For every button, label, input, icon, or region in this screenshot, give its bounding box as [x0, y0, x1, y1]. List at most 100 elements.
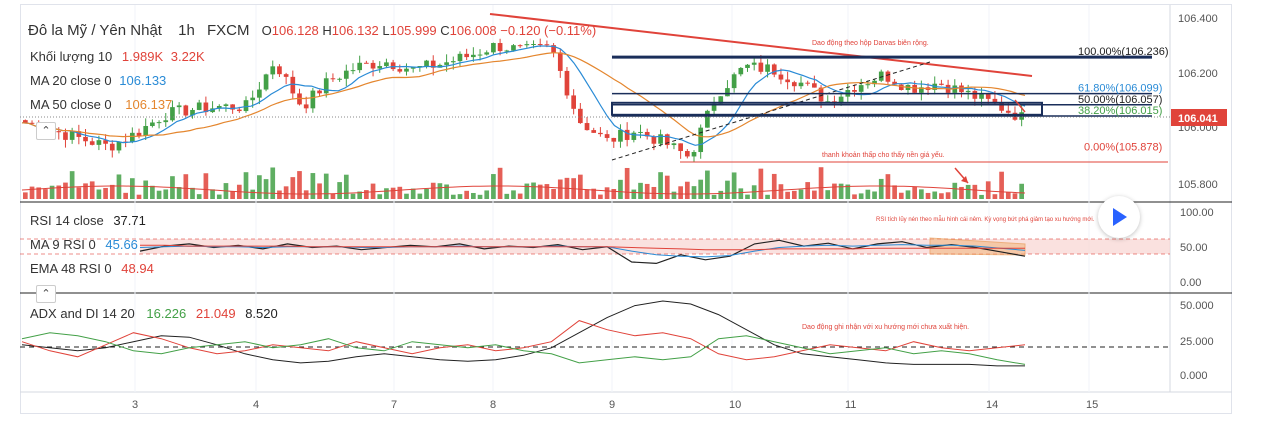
candle-body: [76, 131, 82, 137]
volume-bar: [377, 194, 383, 199]
rsi-series-line: [140, 244, 1025, 251]
candle-body: [404, 68, 409, 72]
candle-body: [109, 143, 115, 151]
rsi-legend[interactable]: RSI 14 close 37.71: [30, 213, 146, 228]
volume-bar: [791, 190, 797, 199]
volume-bar: [885, 174, 891, 199]
candle-body: [618, 129, 623, 142]
volume-bar: [504, 193, 510, 199]
candle-body: [598, 132, 603, 135]
volume-bar: [250, 189, 256, 199]
volume-bar: [999, 171, 1004, 199]
candle-body: [263, 74, 269, 90]
candle-body: [992, 98, 998, 103]
volume-bar: [711, 194, 717, 199]
volume-bar: [858, 193, 864, 199]
candle-body: [912, 84, 918, 93]
candle-body: [705, 110, 710, 128]
volume-bar: [330, 193, 336, 199]
symbol-header: Đô la Mỹ / Yên Nhật 1h FXCM O106.128 H10…: [28, 22, 596, 39]
ma9-rsi-legend[interactable]: MA 9 RSI 0 45.66: [30, 237, 138, 252]
candle-body: [684, 151, 690, 157]
candle-body: [230, 104, 235, 110]
candle-body: [939, 83, 944, 85]
time-tick-label: 15: [1086, 399, 1098, 411]
ema48-rsi-legend[interactable]: EMA 48 RSI 0 48.94: [30, 261, 154, 276]
volume-bar: [477, 194, 483, 199]
rsi-tick-label: 0.00: [1180, 277, 1201, 289]
volume-bar: [216, 194, 222, 199]
candle-body: [785, 79, 790, 83]
volume-label: Khối lượng 10: [30, 49, 113, 64]
candle-body: [484, 52, 490, 55]
interval-label[interactable]: 1h: [178, 22, 195, 39]
candle-body: [243, 100, 249, 112]
candle-body: [257, 89, 262, 98]
candle-body: [852, 89, 857, 92]
candle-body: [577, 108, 583, 124]
volume-bar: [718, 190, 724, 199]
candle-body: [919, 87, 924, 93]
candle-body: [236, 109, 242, 112]
candle-body: [591, 130, 597, 133]
candle-body: [96, 140, 102, 145]
candle-body: [89, 141, 95, 145]
volume-bar: [598, 194, 603, 199]
volume-bar: [203, 173, 209, 199]
collapse-rsi-legend-button[interactable]: ⌃: [36, 285, 56, 303]
price-tick-label: 106.200: [1178, 68, 1218, 80]
volume-bar: [49, 185, 55, 199]
volume-bar: [805, 182, 811, 199]
last-price-tag-bg: [1171, 109, 1227, 126]
candle-body: [758, 62, 764, 72]
candle-body: [658, 134, 663, 144]
candle-body: [390, 62, 396, 70]
candle-body: [644, 131, 650, 137]
candle-body: [544, 44, 550, 46]
volume-bar: [905, 190, 911, 199]
fib-box: [611, 101, 1043, 116]
candle-body: [156, 122, 162, 124]
volume-bar: [664, 175, 670, 199]
ma50-legend[interactable]: MA 50 close 0 106.137: [30, 97, 172, 112]
volume-bar: [818, 167, 824, 199]
candle-body: [791, 82, 797, 87]
adx-y-axis: 50.000 25.000 0.000: [1180, 300, 1214, 382]
candle-body: [56, 131, 62, 133]
candle-body: [858, 85, 864, 92]
candle-body: [203, 102, 209, 113]
candle-body: [377, 66, 383, 69]
collapse-legend-button[interactable]: ⌃: [36, 122, 56, 140]
volume-bar: [303, 190, 309, 199]
volume-bar: [591, 188, 597, 199]
exchange-label: FXCM: [206, 22, 250, 39]
volume-legend[interactable]: Khối lượng 10 1.989K 3.22K: [30, 49, 205, 64]
candle-body: [771, 64, 777, 75]
candle-body: [818, 87, 824, 102]
candle-body: [410, 66, 416, 69]
candle-body: [985, 93, 991, 99]
adx-tick-label: 25.000: [1180, 336, 1214, 348]
candle-body: [812, 83, 817, 88]
candle-body: [29, 122, 35, 124]
rsi-annotation: RSI tích lũy nén theo mẫu hình cái nêm. …: [876, 216, 1095, 223]
volume-bar: [96, 189, 102, 199]
volume-bar: [771, 173, 777, 199]
rsi-band: [140, 239, 1170, 254]
adx-legend[interactable]: ADX and DI 14 20 16.226 21.049 8.520: [30, 306, 278, 321]
volume-bar: [417, 193, 423, 199]
volume-bar: [531, 182, 536, 199]
price-tick-label: 106.400: [1178, 13, 1218, 25]
symbol-title[interactable]: Đô la Mỹ / Yên Nhật: [28, 22, 162, 39]
play-button[interactable]: [1098, 196, 1140, 238]
volume-bar: [176, 187, 182, 199]
ma20-line: [21, 45, 1026, 146]
candle-body: [176, 105, 182, 108]
volume-bar: [317, 183, 322, 199]
ma20-legend[interactable]: MA 20 close 0 106.133: [30, 73, 166, 88]
close-label: C: [440, 23, 450, 38]
time-tick-label: 8: [490, 399, 496, 411]
candle-body: [537, 44, 543, 46]
volume-bar: [785, 191, 790, 199]
